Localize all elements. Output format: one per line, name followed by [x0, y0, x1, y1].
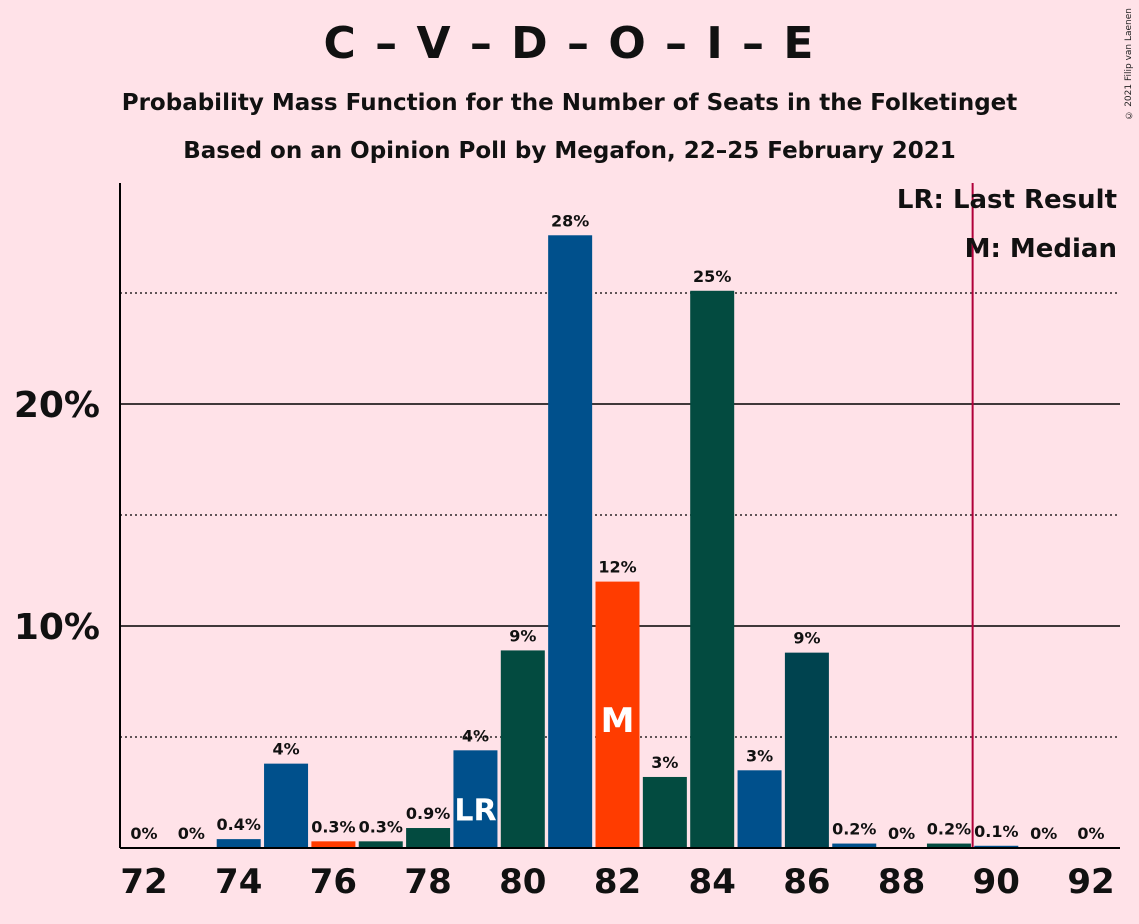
data-label: 4%	[272, 740, 299, 759]
data-label: 0.2%	[927, 820, 971, 839]
data-label: 0%	[130, 824, 157, 843]
x-tick-label: 88	[878, 862, 925, 902]
data-label: 12%	[598, 558, 636, 577]
legend-last-result: LR: Last Result	[897, 185, 1117, 215]
data-label: 4%	[462, 726, 489, 745]
chart-title: C – V – D – O – I – E	[323, 18, 816, 69]
x-tick-label: 82	[594, 862, 641, 902]
data-label: 25%	[693, 267, 731, 286]
bar	[595, 581, 640, 848]
data-label: 9%	[509, 626, 536, 645]
bar	[453, 750, 498, 848]
x-tick-label: 84	[689, 862, 736, 902]
bar	[216, 839, 261, 848]
data-label: 3%	[651, 753, 678, 772]
bar	[737, 770, 782, 848]
x-tick-label: 90	[973, 862, 1020, 902]
data-label: 3%	[746, 746, 773, 765]
x-tick-label: 92	[1067, 862, 1114, 902]
bar	[311, 841, 356, 848]
data-label: 0.3%	[311, 817, 355, 836]
median-marker: M	[601, 701, 635, 741]
bar	[926, 843, 971, 848]
bar	[406, 828, 451, 848]
data-label: 0%	[1077, 824, 1104, 843]
x-tick-label: 80	[499, 862, 546, 902]
bar	[642, 776, 687, 848]
bar	[690, 290, 735, 848]
data-label: 0.4%	[217, 815, 261, 834]
data-label: 0%	[1030, 824, 1057, 843]
x-tick-label: 78	[404, 862, 451, 902]
chart-subtitle-2: Based on an Opinion Poll by Megafon, 22–…	[183, 138, 956, 164]
y-tick-label: 20%	[14, 385, 100, 426]
x-tick-label: 86	[783, 862, 830, 902]
data-label: 0.9%	[406, 804, 450, 823]
last-result-marker: LR	[454, 793, 496, 828]
bar	[548, 235, 593, 848]
data-label: 0.1%	[974, 822, 1018, 841]
x-tick-label: 76	[310, 862, 357, 902]
data-label: 0%	[888, 824, 915, 843]
bar	[974, 845, 1019, 848]
legend-median: M: Median	[965, 234, 1117, 264]
data-label: 0.2%	[832, 820, 876, 839]
y-tick-label: 10%	[14, 607, 100, 648]
chart-subtitle-1: Probability Mass Function for the Number…	[121, 90, 1018, 116]
x-tick-label: 74	[215, 862, 262, 902]
x-tick-label: 72	[120, 862, 167, 902]
bar	[784, 652, 829, 848]
data-label: 28%	[551, 211, 589, 230]
bar	[358, 841, 403, 848]
bar	[264, 763, 309, 848]
data-label: 9%	[793, 629, 820, 648]
bar	[832, 843, 877, 848]
bar	[500, 650, 545, 848]
data-label: 0.3%	[359, 817, 403, 836]
data-label: 0%	[178, 824, 205, 843]
